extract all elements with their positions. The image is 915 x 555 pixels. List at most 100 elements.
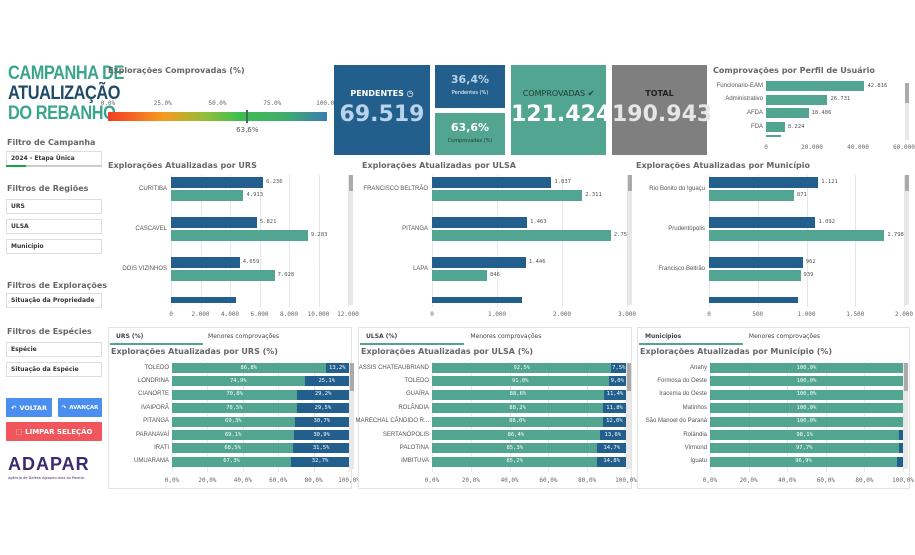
ulsa-pct-bar-comprovadas[interactable] (432, 456, 598, 467)
ulsa-pct-bar-comprovadas[interactable] (432, 363, 612, 373)
urs-pct-bar-pendentes[interactable] (294, 416, 349, 427)
ulsa-pct-scrollbar-thumb[interactable] (627, 363, 631, 391)
pendentes-card[interactable]: PENDENTES ◷ 69.519 (334, 65, 430, 155)
municipio-pct-tab-active[interactable]: Municípios (645, 333, 682, 340)
ulsa-pct-bar-pendentes[interactable] (599, 430, 626, 440)
pendentes-pct-card[interactable]: 36,4% Pendentes (%) (435, 65, 505, 108)
ulsa-pct-bar-pendentes[interactable] (603, 389, 626, 400)
total-card[interactable]: TOTAL 190.943 (612, 65, 712, 155)
ulsa-bar-pendentes[interactable] (432, 257, 526, 268)
perfil-bar[interactable] (766, 108, 809, 119)
urs-scrollbar-thumb[interactable] (349, 175, 353, 191)
urs-pct-bar-comprovadas[interactable] (172, 403, 297, 414)
campanha-filter-dropdown[interactable]: 2024 - Etapa Única (6, 151, 102, 166)
municipio-scrollbar-thumb[interactable] (905, 175, 909, 191)
ulsa-pct-tab-menores[interactable]: Menores comprovações (470, 333, 542, 340)
urs-bar-comprovadas[interactable] (171, 190, 244, 201)
municipio-pct-bar-pendentes[interactable] (899, 430, 903, 440)
municipio-filter[interactable]: Município (6, 239, 102, 254)
municipio-scrollbar[interactable] (905, 175, 909, 305)
ulsa-pct-scrollbar[interactable] (627, 363, 631, 469)
urs-bar-pendentes[interactable] (171, 217, 257, 228)
municipio-pct-bar-comprovadas[interactable] (710, 363, 903, 373)
urs-bar-comprovadas[interactable] (171, 270, 275, 281)
municipio-pct-scrollbar-thumb[interactable] (904, 363, 908, 391)
urs-bar-pendentes[interactable] (171, 177, 263, 188)
comprovadas-pct-card[interactable]: 63,6% Comprovadas (%) (435, 113, 505, 155)
urs-pct-bar-comprovadas[interactable] (172, 416, 295, 427)
urs-pct-tab-active[interactable]: URS (%) (116, 333, 144, 340)
urs-bar-comprovadas[interactable] (171, 230, 308, 241)
perfil-bar[interactable] (766, 81, 865, 91)
ulsa-pct-bar-comprovadas[interactable] (432, 443, 598, 454)
municipio-pct-bar-comprovadas[interactable] (710, 456, 898, 467)
municipio-pct-bar-comprovadas[interactable] (710, 403, 903, 414)
urs-pct-bar-comprovadas[interactable] (172, 363, 326, 373)
ulsa-bar-comprovadas[interactable] (432, 270, 487, 281)
municipio-pct-bar-comprovadas[interactable] (710, 443, 899, 454)
municipio-pct-bar-pendentes[interactable] (897, 456, 903, 467)
ulsa-pct-bar-pendentes[interactable] (608, 376, 626, 387)
municipio-pct-bar-pendentes[interactable] (898, 443, 903, 454)
urs-pct-bar-comprovadas[interactable] (172, 456, 292, 467)
municipio-pct-bar-comprovadas[interactable] (710, 430, 900, 440)
municipio-pct-bar-comprovadas[interactable] (710, 376, 903, 387)
avancar-button[interactable]: ↷ AVANÇAR (58, 398, 102, 417)
ulsa-pct-bar-comprovadas[interactable] (432, 389, 604, 400)
urs-pct-bar-pendentes[interactable] (296, 403, 349, 414)
urs-pct-bar-comprovadas[interactable] (172, 430, 295, 440)
urs-pct-bar-comprovadas[interactable] (172, 389, 298, 400)
perfil-scrollbar[interactable] (905, 83, 909, 140)
urs-filter[interactable]: URS (6, 199, 102, 214)
ulsa-pct-bar-comprovadas[interactable] (432, 403, 604, 414)
urs-bar-pendentes[interactable] (171, 257, 240, 268)
municipio-bar-pendentes[interactable] (709, 257, 803, 268)
municipio-bar-pendentes[interactable] (709, 217, 816, 228)
municipio-bar-comprovadas[interactable] (709, 270, 801, 281)
perfil-scrollbar-thumb[interactable] (905, 83, 909, 103)
urs-scrollbar[interactable] (349, 175, 353, 305)
ulsa-pct-bar-pendentes[interactable] (611, 363, 626, 373)
comprovadas-card[interactable]: COMPROVADAS ✔ 121.424 (511, 65, 611, 155)
especie-filter[interactable]: Espécie (6, 342, 102, 357)
ulsa-bar-pendentes[interactable] (432, 217, 528, 228)
ulsa-pct-bar-comprovadas[interactable] (432, 416, 603, 427)
municipio-bar-comprovadas[interactable] (709, 190, 794, 201)
urs-pct-bar-pendentes[interactable] (291, 456, 349, 467)
ulsa-scrollbar[interactable] (628, 175, 632, 305)
urs-pct-bar-pendentes[interactable] (294, 430, 349, 440)
ulsa-bar-comprovadas[interactable] (432, 190, 583, 201)
ulsa-pct-bar-pendentes[interactable] (597, 443, 626, 454)
municipio-pct-bar-comprovadas[interactable] (710, 416, 903, 427)
municipio-bar-pendentes[interactable] (709, 177, 819, 188)
urs-pct-scrollbar-thumb[interactable] (350, 363, 354, 391)
ulsa-pct-bar-comprovadas[interactable] (432, 376, 609, 387)
urs-pct-bar-pendentes[interactable] (293, 443, 349, 454)
ulsa-filter[interactable]: ULSA (6, 219, 102, 234)
municipio-pct-bar-comprovadas[interactable] (710, 389, 903, 400)
ulsa-pct-bar-pendentes[interactable] (603, 403, 626, 414)
urs-pct-tab-menores[interactable]: Menores comprovações (208, 333, 280, 340)
voltar-button[interactable]: ↶ VOLTAR (6, 398, 52, 417)
ulsa-pct-tab-active[interactable]: ULSA (%) (366, 333, 398, 340)
situacao-especie-filter[interactable]: Situação da Espécie (6, 362, 102, 377)
ulsa-bar-comprovadas[interactable] (432, 230, 611, 241)
perfil-bar[interactable] (766, 94, 828, 105)
limpar-selecao-button[interactable]: ⬚ LIMPAR SELEÇÃO (6, 422, 102, 441)
ulsa-scrollbar-thumb[interactable] (628, 175, 632, 191)
urs-pct-bar-comprovadas[interactable] (172, 376, 305, 387)
municipio-pct-scrollbar[interactable] (904, 363, 908, 469)
urs-pct-bar-pendentes[interactable] (304, 376, 349, 387)
municipio-bar-comprovadas[interactable] (709, 230, 885, 241)
urs-pct-bar-pendentes[interactable] (297, 389, 349, 400)
urs-pct-bar-pendentes[interactable] (325, 363, 349, 373)
ulsa-pct-bar-pendentes[interactable] (602, 416, 626, 427)
situacao-propriedade-filter[interactable]: Situação da Propriedade (6, 293, 102, 308)
urs-pct-bar-comprovadas[interactable] (172, 443, 294, 454)
perfil-bar[interactable] (766, 122, 785, 133)
ulsa-pct-bar-pendentes[interactable] (597, 456, 626, 467)
ulsa-pct-bar-comprovadas[interactable] (432, 430, 600, 440)
municipio-pct-tab-menores[interactable]: Menores comprovações (748, 333, 820, 340)
ulsa-bar-pendentes[interactable] (432, 177, 552, 188)
urs-pct-scrollbar[interactable] (350, 363, 354, 469)
